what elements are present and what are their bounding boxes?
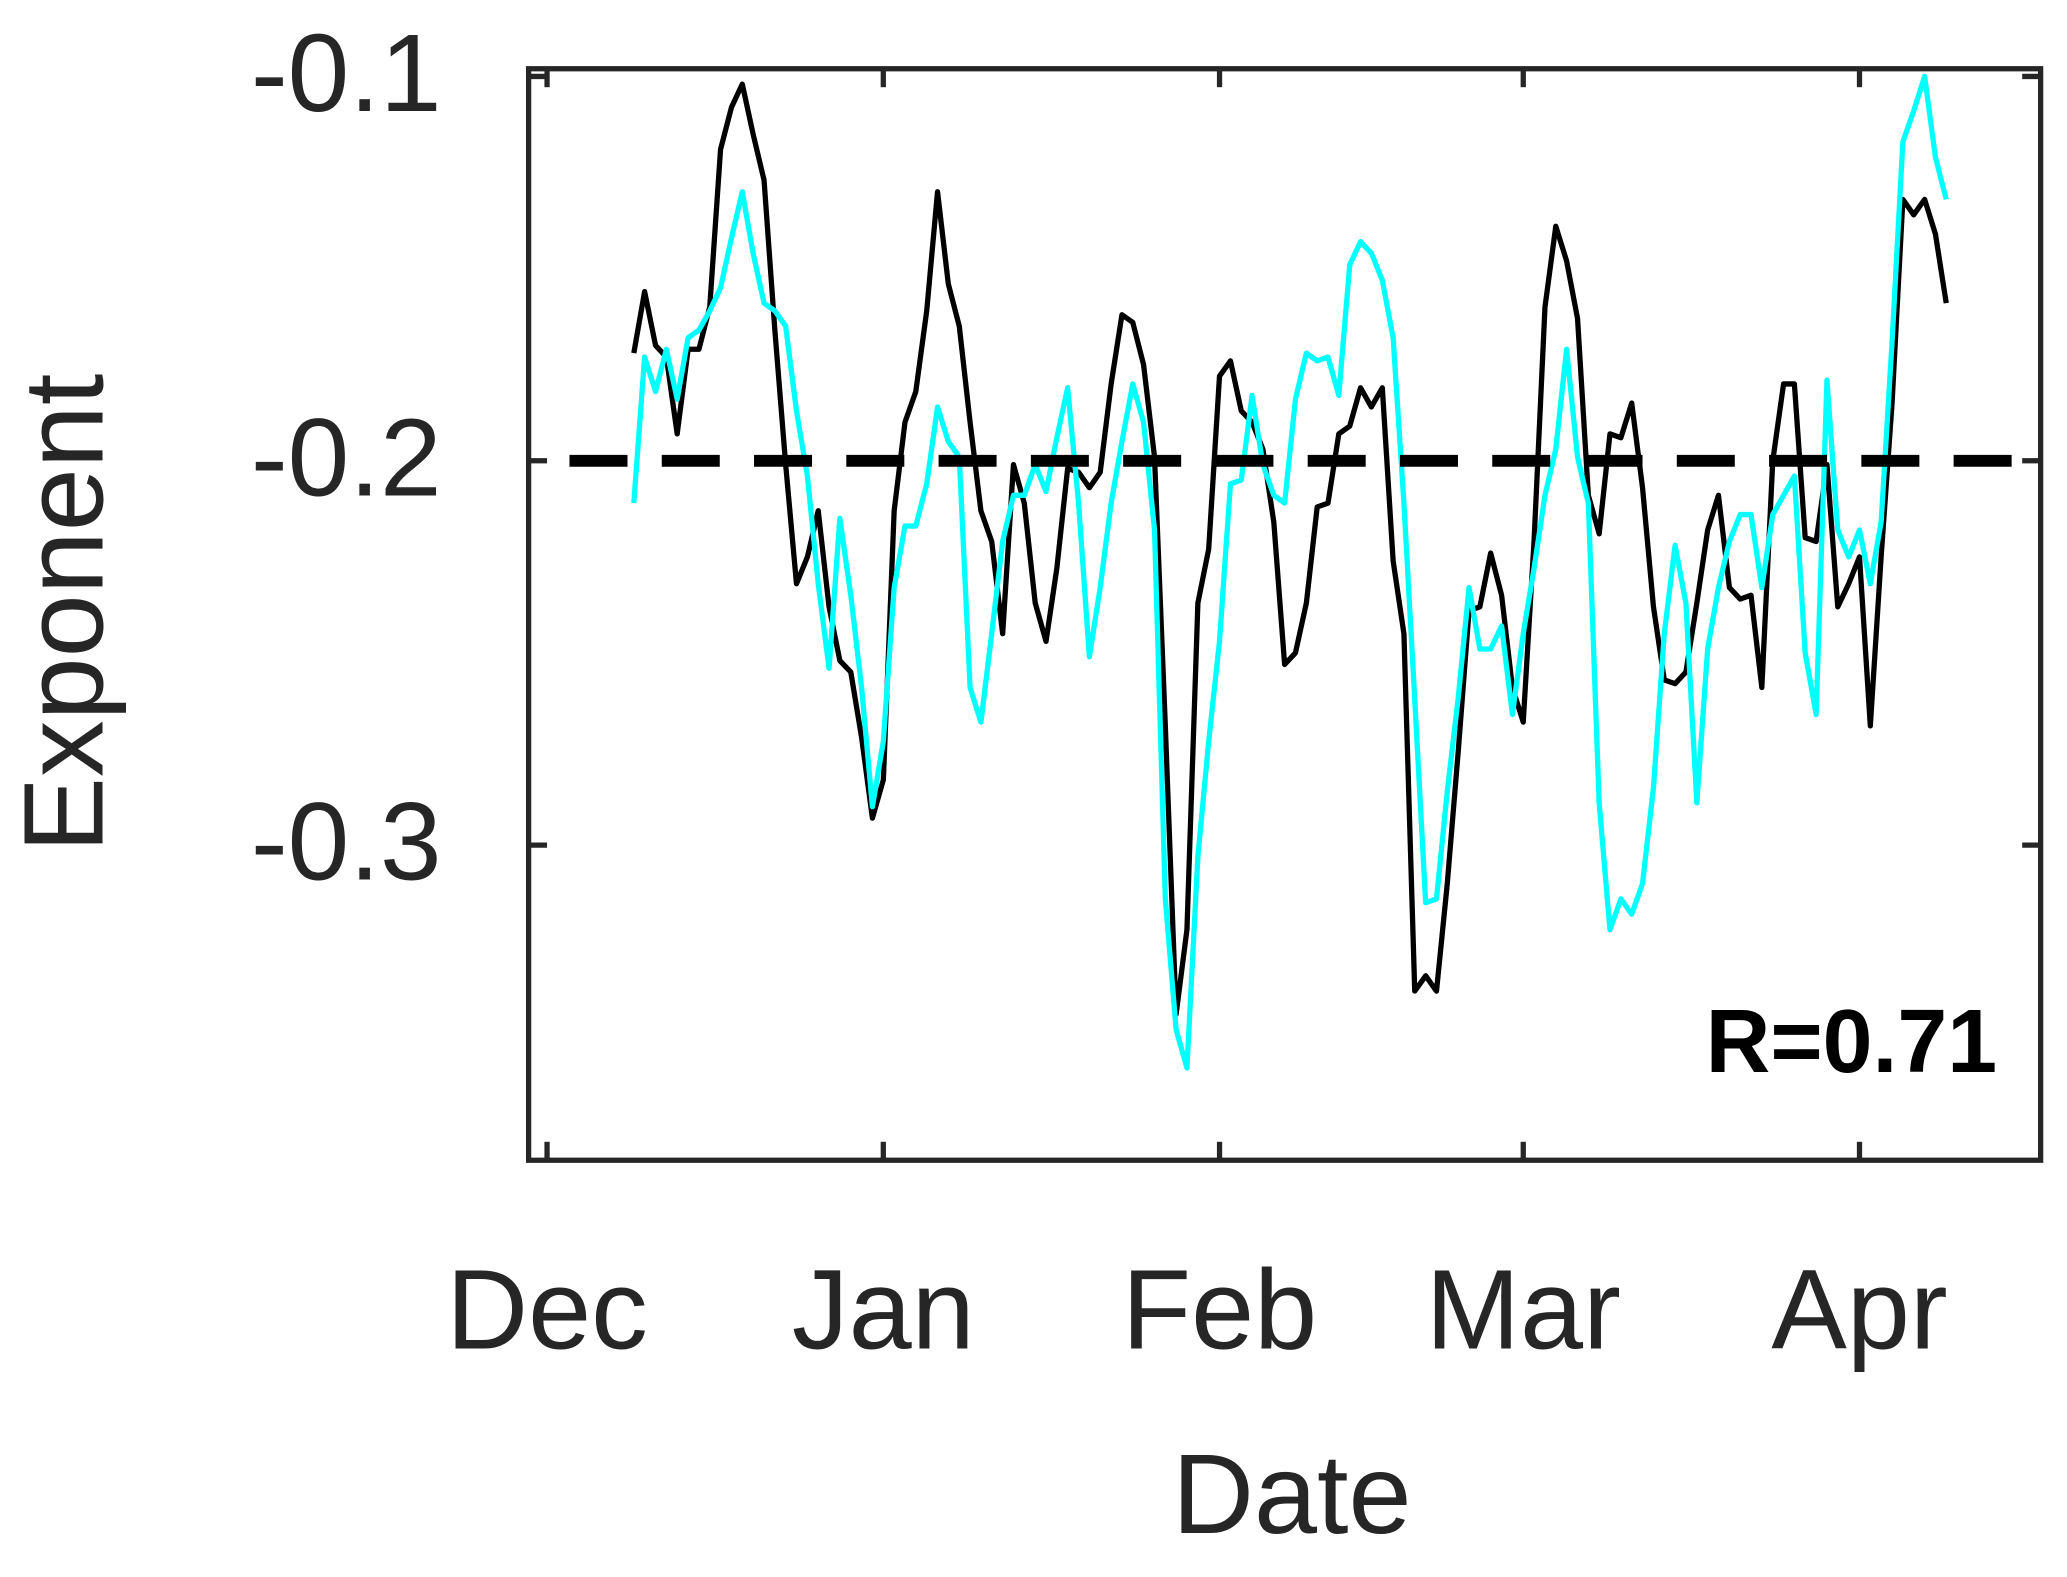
x-tick-label: Mar (1426, 1246, 1621, 1373)
y-tick-label: -0.3 (251, 781, 442, 904)
x-axis-label: Date (1172, 1431, 1411, 1558)
data-line (631, 81, 1949, 1017)
x-tick-label: Apr (1771, 1246, 1947, 1373)
data-line (631, 73, 1949, 1071)
y-tick-label: -0.2 (251, 396, 442, 519)
x-tick-label: Dec (446, 1246, 648, 1373)
annotation: R=0.71 (1706, 991, 1998, 1091)
plot-frame (525, 66, 2044, 1163)
x-tick-label: Feb (1122, 1246, 1317, 1373)
x-tick-label: Jan (792, 1246, 975, 1373)
y-axis-label: Exponent (0, 374, 127, 853)
y-tick-label: -0.1 (251, 12, 442, 135)
